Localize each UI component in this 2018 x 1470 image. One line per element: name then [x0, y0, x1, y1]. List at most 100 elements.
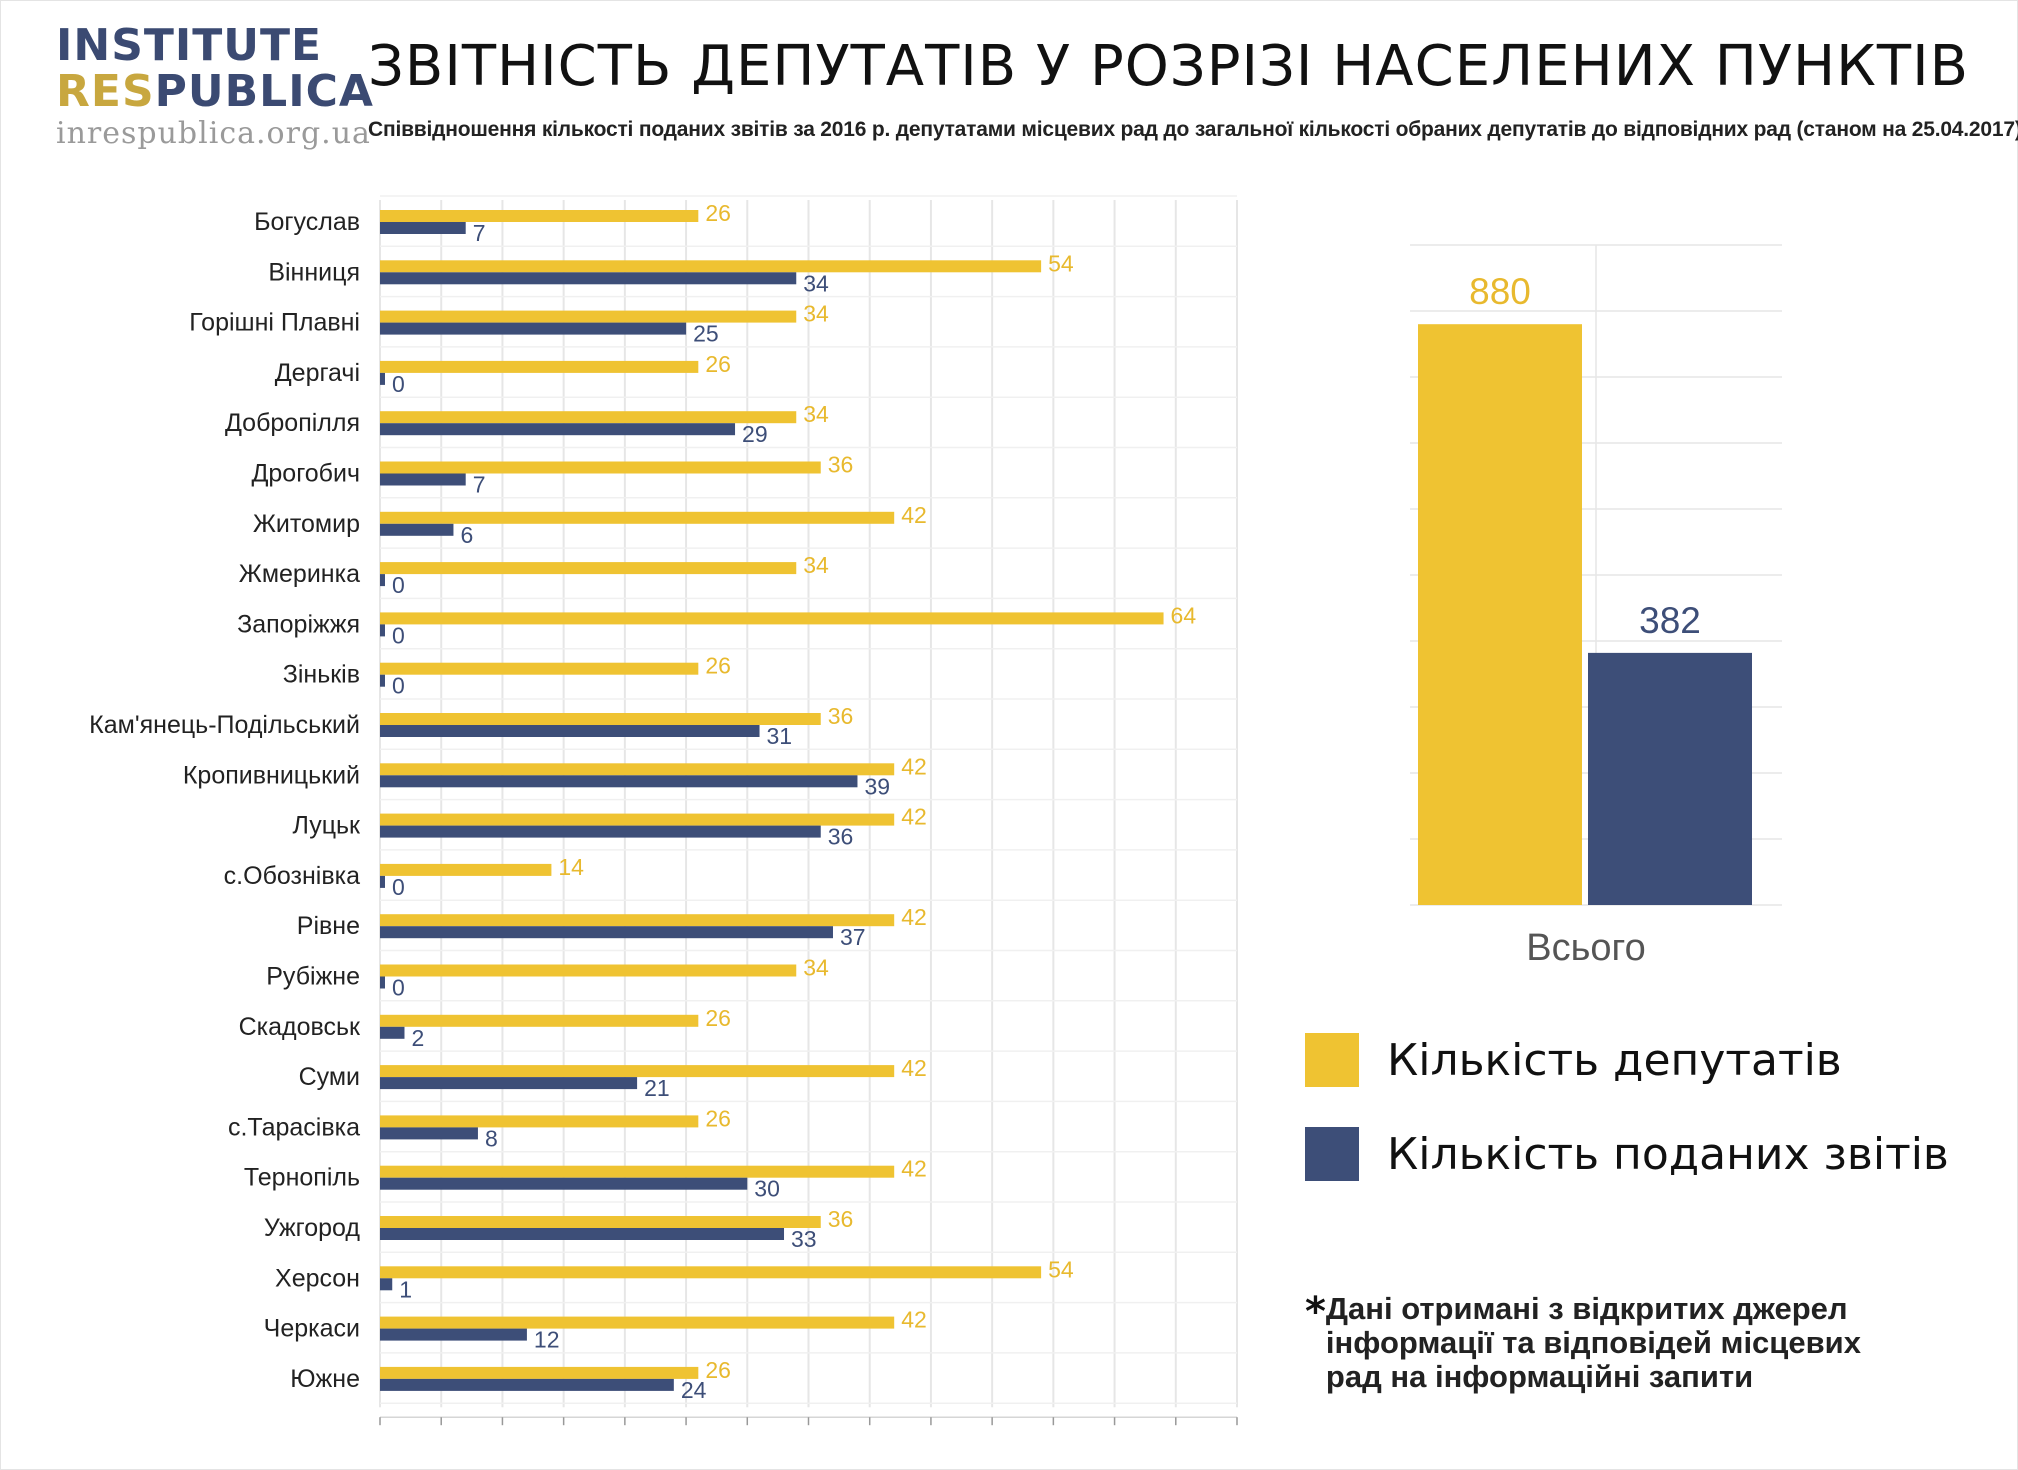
bar-reports	[380, 674, 385, 687]
data-label-reports: 37	[840, 924, 866, 950]
logo-res: RES	[56, 66, 155, 117]
data-label-deputies: 36	[828, 703, 854, 729]
bar-reports	[380, 825, 821, 838]
data-label-reports: 0	[392, 975, 405, 1001]
logo-line-institute: INSTITUTE	[56, 20, 323, 71]
legend-swatch-reports	[1305, 1127, 1359, 1181]
category-label: Суми	[299, 1063, 360, 1091]
bar-reports	[380, 1278, 393, 1291]
total-bar-reports	[1588, 652, 1752, 905]
bar-reports	[380, 523, 454, 536]
bar-reports	[380, 926, 833, 939]
data-label-reports: 36	[828, 824, 854, 850]
bar-deputies	[380, 461, 821, 474]
data-label-deputies: 36	[828, 1206, 854, 1232]
bar-reports	[380, 1177, 748, 1190]
category-label: Луцьк	[293, 812, 362, 840]
bar-deputies	[380, 310, 797, 323]
bar-reports	[380, 272, 797, 285]
data-label-deputies: 36	[828, 452, 854, 478]
bar-deputies	[380, 1366, 699, 1379]
bar-deputies	[380, 210, 699, 222]
institute-logo: INSTITUTE RESPUBLICA inrespublica.org.ua	[56, 20, 373, 152]
legend-item-reports: Кількість поданих звітів	[1305, 1124, 1949, 1184]
data-label-deputies: 42	[901, 1156, 927, 1182]
bar-reports	[380, 1127, 478, 1140]
note-text: Дані отримані з відкритих джерел інформа…	[1325, 1291, 1861, 1394]
bar-reports	[380, 1077, 638, 1090]
bar-reports	[380, 423, 736, 436]
bar-deputies	[380, 964, 797, 977]
category-label: Богуслав	[254, 208, 360, 236]
bar-reports	[380, 473, 466, 486]
legend-label-reports: Кількість поданих звітів	[1387, 1128, 1949, 1180]
bar-reports	[380, 1328, 527, 1341]
category-label: Дрогобич	[251, 460, 360, 488]
logo-publica: PUBLICA	[154, 66, 374, 117]
data-label-deputies: 26	[705, 1105, 731, 1131]
legend-item-deputies: Кількість депутатів	[1305, 1030, 1949, 1090]
page-subtitle: Співвідношення кількості поданих звітів …	[368, 118, 2018, 141]
data-label-reports: 2	[411, 1025, 424, 1051]
data-label-deputies: 42	[901, 804, 927, 830]
logo-url: inrespublica.org.ua	[56, 116, 371, 151]
data-label-deputies: 26	[705, 200, 731, 226]
legend: Кількість депутатів Кількість поданих зв…	[1305, 1030, 1949, 1218]
category-label: Скадовськ	[239, 1013, 361, 1041]
bar-reports	[380, 775, 858, 788]
bar-deputies	[380, 360, 699, 373]
data-label-deputies: 42	[901, 904, 927, 930]
category-label: Ужгород	[264, 1214, 361, 1242]
page-title: ЗВІТНІСТЬ ДЕПУТАТІВ У РОЗРІЗІ НАСЕЛЕНИХ …	[368, 34, 1969, 99]
bar-deputies	[380, 1266, 1042, 1279]
category-label: Южне	[290, 1365, 360, 1393]
bar-reports	[380, 322, 687, 335]
category-label: Зіньків	[283, 661, 360, 689]
bar-deputies	[380, 713, 821, 725]
source-note: * Дані отримані з відкритих джерел інфор…	[1305, 1292, 1925, 1394]
legend-swatch-deputies	[1305, 1033, 1359, 1087]
bar-reports	[380, 1378, 674, 1391]
note-asterisk: *	[1305, 1289, 1326, 1335]
data-label-deputies: 14	[558, 854, 584, 880]
data-label-reports: 21	[644, 1075, 670, 1101]
total-bar-chart: 880 382 Всього	[1410, 244, 1782, 969]
bar-deputies	[380, 914, 895, 927]
bar-deputies	[380, 260, 1042, 273]
bar-deputies	[380, 612, 1164, 625]
data-label-reports: 12	[534, 1327, 560, 1353]
category-label: Вінниця	[268, 258, 360, 286]
category-label: Черкаси	[264, 1315, 360, 1343]
data-label-deputies: 54	[1048, 1256, 1074, 1282]
data-label-reports: 7	[473, 472, 486, 498]
data-label-deputies: 54	[1048, 250, 1074, 276]
data-label-reports: 6	[460, 522, 473, 548]
category-label: Дергачі	[275, 359, 360, 387]
bar-reports	[380, 976, 385, 989]
category-label: Рубіжне	[266, 963, 360, 991]
legend-label-deputies: Кількість депутатів	[1387, 1034, 1842, 1086]
data-label-deputies: 64	[1171, 602, 1197, 628]
data-label-reports: 39	[864, 773, 890, 799]
bar-deputies	[380, 863, 552, 876]
category-label: Добропілля	[225, 409, 360, 437]
bar-deputies	[380, 1316, 895, 1329]
data-label-deputies: 42	[901, 502, 927, 528]
bar-deputies	[380, 1115, 699, 1128]
bar-reports	[380, 222, 466, 234]
total-category-label: Всього	[1526, 927, 1645, 969]
bar-reports	[380, 1228, 785, 1240]
data-label-reports: 0	[392, 874, 405, 900]
data-label-deputies: 42	[901, 1307, 927, 1333]
data-label-reports: 0	[392, 371, 405, 397]
bar-deputies	[380, 562, 797, 575]
data-label-deputies: 34	[803, 401, 829, 427]
data-label-deputies: 26	[705, 653, 731, 679]
bar-reports	[380, 875, 385, 888]
data-label-reports: 24	[681, 1377, 707, 1403]
category-label: Херсон	[275, 1264, 360, 1292]
data-label-deputies: 34	[803, 955, 829, 981]
data-label-reports: 31	[767, 723, 793, 749]
category-label: Запоріжжя	[237, 610, 360, 638]
